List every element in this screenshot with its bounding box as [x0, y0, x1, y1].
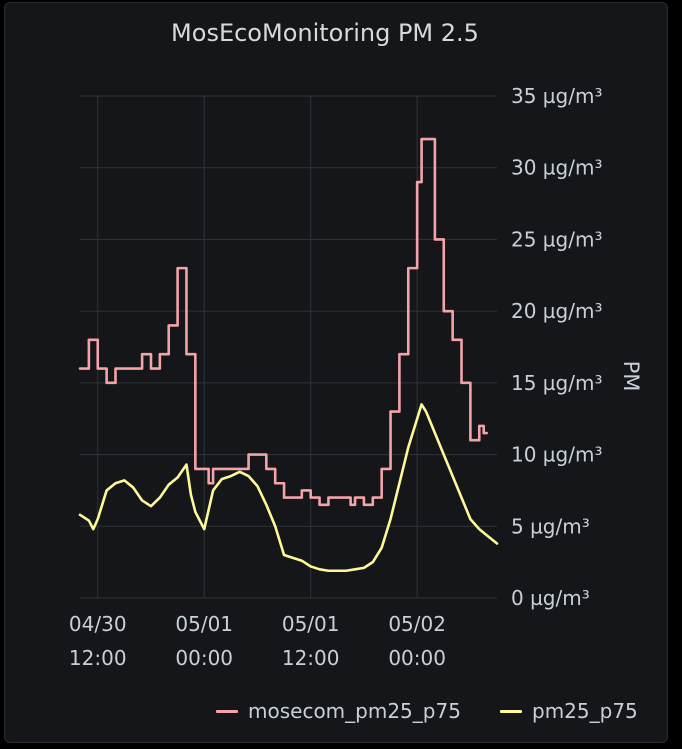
- legend-label-pm25: pm25_p75: [532, 699, 638, 723]
- series-line-pm25_p75: [78, 403, 499, 573]
- y-tick-label: 35 µg/m³: [511, 84, 602, 108]
- panel-title: MosEcoMonitoring PM 2.5: [171, 19, 479, 47]
- y-tick-label: 5 µg/m³: [511, 514, 590, 538]
- x-tick-label: 05/01: [282, 612, 340, 636]
- y-tick-label: 30 µg/m³: [511, 156, 602, 180]
- y-tick-label: 15 µg/m³: [511, 371, 602, 395]
- y-axis-label: PM: [619, 361, 643, 392]
- legend-swatch-pm25: [500, 709, 522, 713]
- x-tick-label: 04/30: [69, 612, 127, 636]
- x-tick-label: 12:00: [69, 646, 127, 670]
- legend-label-mosecom: mosecom_pm25_p75: [248, 699, 461, 723]
- y-tick-label: 20 µg/m³: [511, 299, 602, 323]
- x-tick-label: 00:00: [388, 646, 446, 670]
- y-tick-label: 0 µg/m³: [511, 586, 590, 610]
- x-tick-label: 05/02: [388, 612, 446, 636]
- legend-item-pm25[interactable]: pm25_p75: [500, 696, 638, 726]
- y-tick-label: 25 µg/m³: [511, 227, 602, 251]
- series-line-mosecom_pm25_p75: [78, 137, 488, 507]
- legend-swatch-mosecom: [216, 709, 238, 713]
- legend-item-mosecom[interactable]: mosecom_pm25_p75: [216, 696, 461, 726]
- x-tick-label: 00:00: [175, 646, 233, 670]
- x-tick-label: 12:00: [282, 646, 340, 670]
- y-tick-label: 10 µg/m³: [511, 443, 602, 467]
- x-tick-label: 05/01: [175, 612, 233, 636]
